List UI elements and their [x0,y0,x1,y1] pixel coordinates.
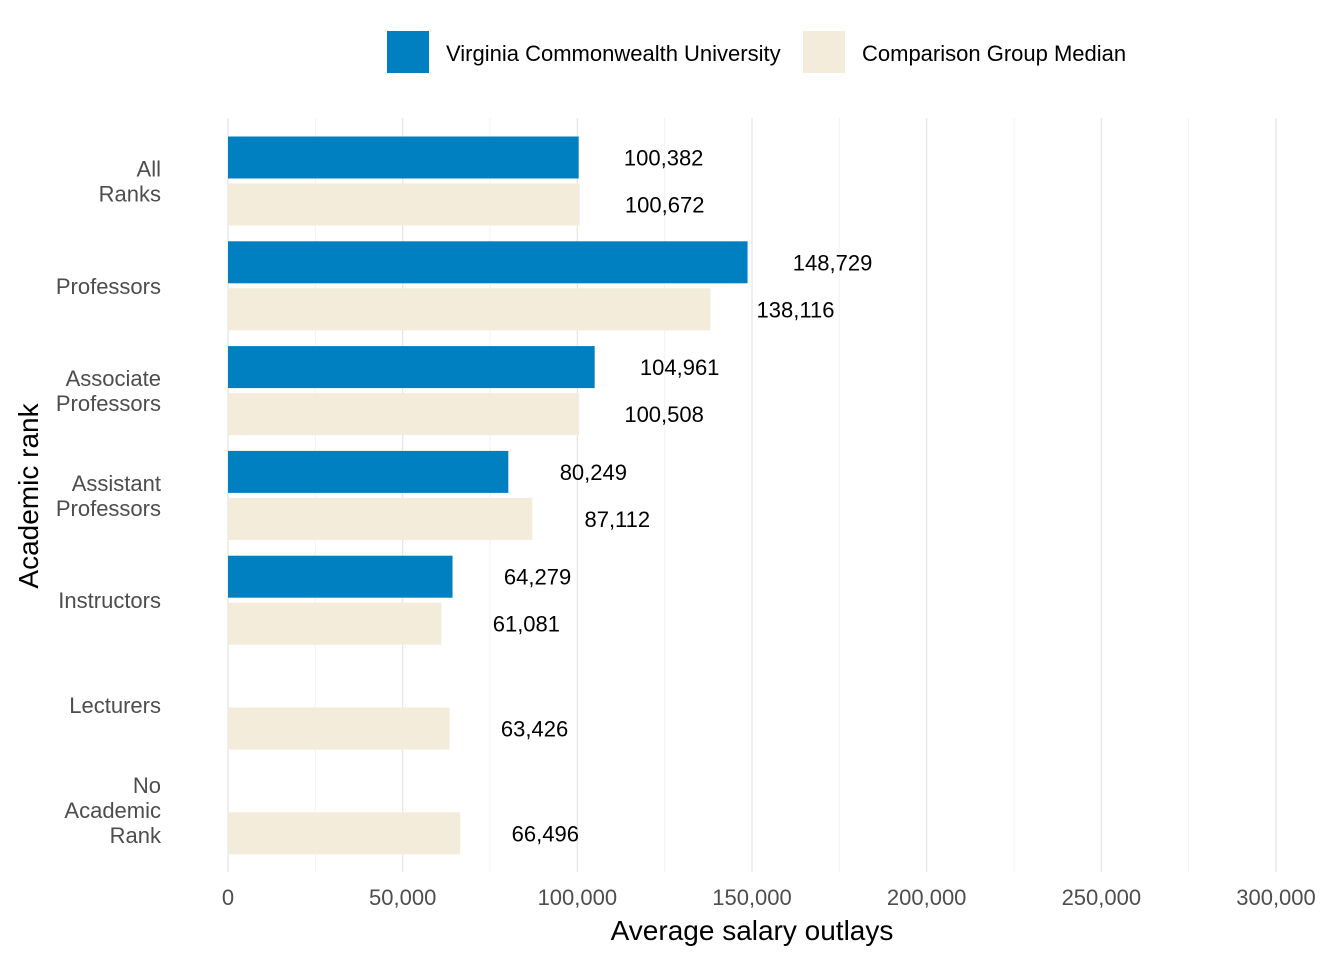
grid-lines [227,118,1277,872]
x-tick-label: 200,000 [887,885,967,910]
data-label-comparison-group-median: 87,112 [584,507,650,532]
data-label-comparison-group-median: 138,116 [757,297,835,322]
legend-label-virginia-commonwealth-university: Virginia Commonwealth University [446,41,781,66]
bar-virginia-commonwealth-university [228,136,579,179]
legend: Virginia Commonwealth University Comparis… [387,31,1126,73]
x-tick-label: 0 [222,885,234,910]
bar-virginia-commonwealth-university [228,241,748,284]
bar-comparison-group-median [228,393,580,436]
legend-key-virginia-commonwealth-university [387,31,429,73]
y-tick-label: Professors [56,274,161,299]
data-label-comparison-group-median: 100,672 [625,193,705,218]
bar-comparison-group-median [228,812,461,855]
bar-virginia-commonwealth-university [228,450,509,493]
y-tick-label: All Ranks [99,157,161,207]
y-tick-label: Instructors [58,588,161,613]
y-axis-title: Academic rank [13,402,44,588]
bar-virginia-commonwealth-university [228,555,453,598]
data-label-comparison-group-median: 61,081 [493,612,560,637]
data-label-virginia-commonwealth-university: 64,279 [504,565,571,590]
bar-comparison-group-median [228,288,711,331]
legend-key-comparison-group-median [803,31,845,73]
y-tick-label: Lecturers [69,693,161,718]
x-axis-title: Average salary outlays [611,915,894,946]
data-label-virginia-commonwealth-university: 80,249 [560,460,627,485]
x-tick-label: 50,000 [369,885,436,910]
data-label-virginia-commonwealth-university: 148,729 [793,250,873,275]
y-tick-label: Associate Professors [56,366,161,416]
bar-virginia-commonwealth-university [228,346,595,389]
data-label-comparison-group-median: 63,426 [501,717,568,742]
y-tick-label: Assistant Professors [56,471,161,521]
value-labels: 100,382 100,672 148,729 138,116 104,961 100,5… [493,146,873,847]
bar-comparison-group-median [228,707,450,750]
data-label-virginia-commonwealth-university: 100,382 [624,146,704,171]
y-tick-label: No Academic Rank [64,773,162,848]
x-tick-label: 300,000 [1236,885,1316,910]
legend-label-comparison-group-median: Comparison Group Median [862,41,1126,66]
data-label-virginia-commonwealth-university: 104,961 [640,355,720,380]
bar-comparison-group-median [228,602,442,645]
data-label-comparison-group-median: 66,496 [512,821,579,846]
x-tick-label: 100,000 [538,885,618,910]
bar-comparison-group-median [228,183,580,226]
x-tick-label: 250,000 [1062,885,1142,910]
bar-comparison-group-median [228,497,533,540]
y-axis-tick-labels: All Ranks Professors Associate Professors Ass… [56,157,162,848]
bars [228,136,748,855]
x-axis-tick-labels: 0 50,000 100,000 150,000 200,000 250,000 300,0… [222,885,1316,910]
x-tick-label: 150,000 [712,885,792,910]
data-label-comparison-group-median: 100,508 [624,402,704,427]
